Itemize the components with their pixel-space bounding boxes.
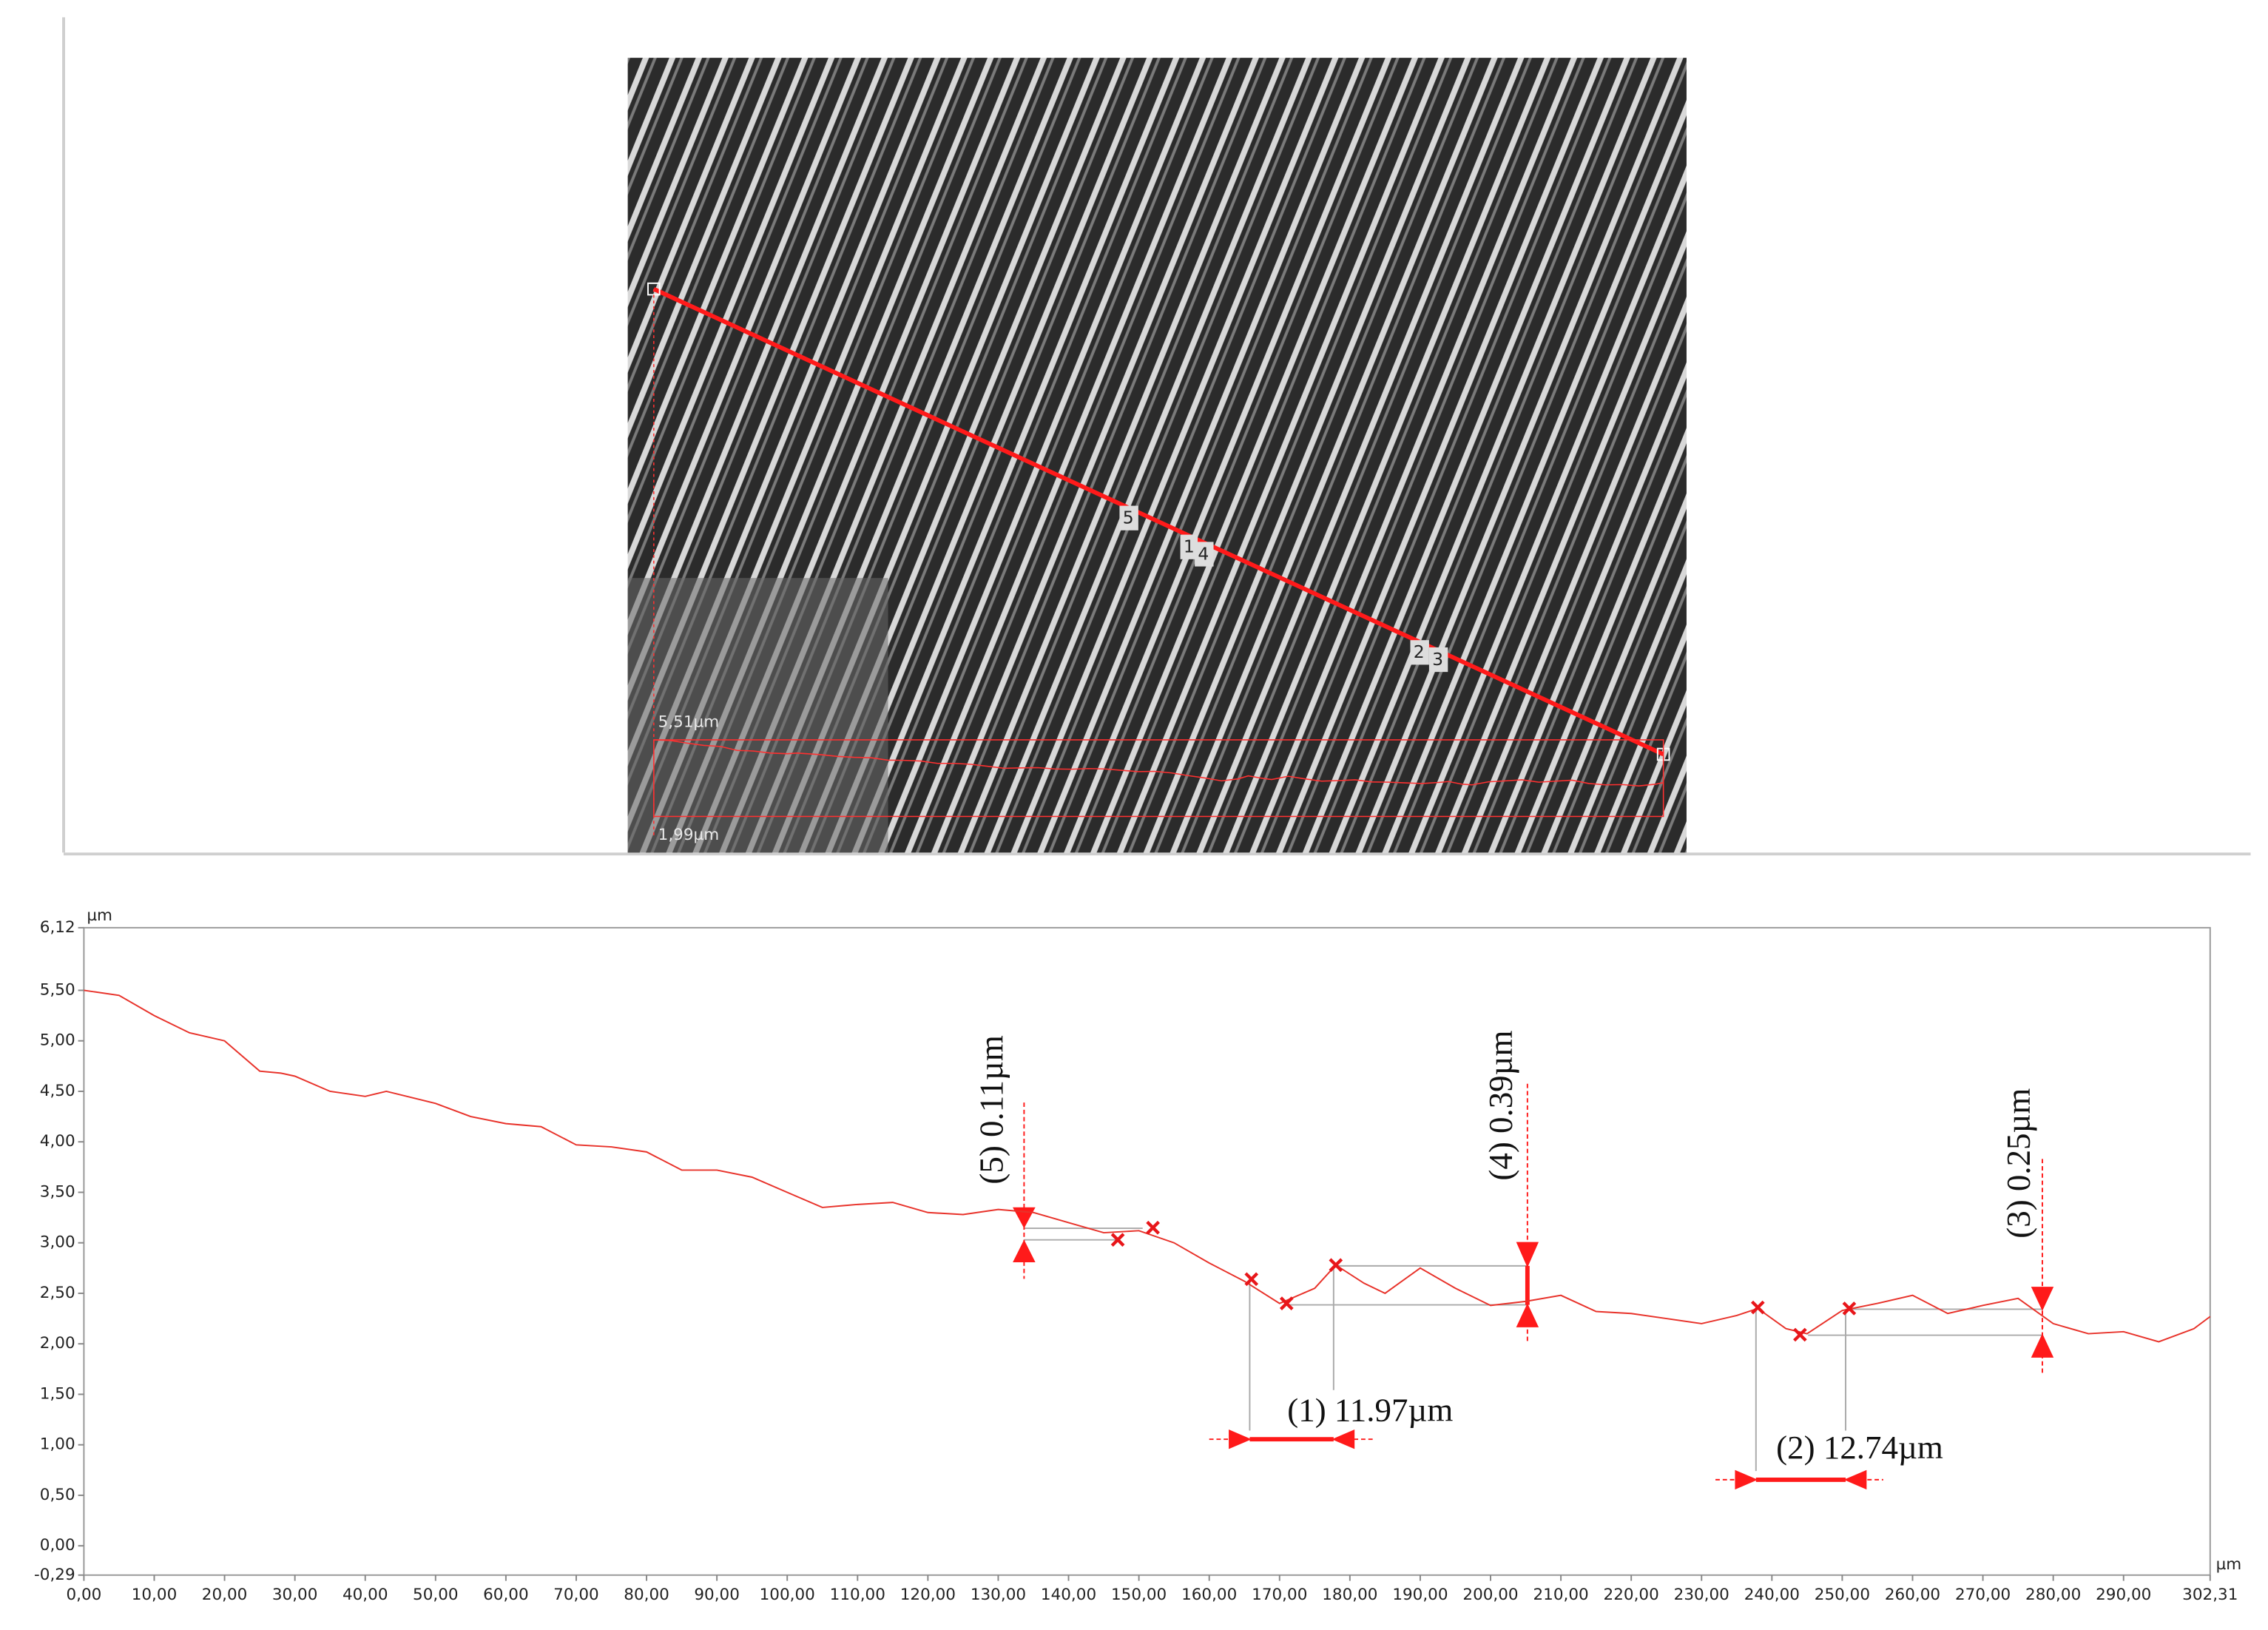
annotation: (3) 0.25µm bbox=[2000, 1088, 2037, 1239]
x-tick-label: 220,00 bbox=[1604, 1586, 1659, 1604]
x-tick-label: 110,00 bbox=[830, 1586, 885, 1604]
annotation: (4) 0.39µm bbox=[1482, 1031, 1519, 1181]
marker: 2 bbox=[1414, 641, 1425, 662]
marker: 5 bbox=[1123, 508, 1134, 528]
x-tick-label: 30,00 bbox=[272, 1586, 318, 1604]
y-unit: µm bbox=[87, 906, 112, 925]
marker: 3 bbox=[1432, 649, 1443, 670]
marker-box bbox=[1180, 534, 1198, 559]
micrograph-shade bbox=[627, 578, 888, 853]
y-tick-label: -0,29 bbox=[34, 1566, 75, 1584]
x-tick-label: 130,00 bbox=[971, 1586, 1026, 1604]
y-tick-label: 5,00 bbox=[40, 1031, 75, 1050]
x-tick-label: 90,00 bbox=[694, 1586, 740, 1604]
x-tick-label: 40,00 bbox=[342, 1586, 388, 1604]
point-marker bbox=[1793, 1327, 1807, 1342]
marker: 4 bbox=[1198, 543, 1209, 564]
x-tick-label: 70,00 bbox=[553, 1586, 599, 1604]
point-marker bbox=[1146, 1220, 1160, 1235]
annotation: (5) 0.11µm bbox=[973, 1035, 1010, 1184]
x-tick-label: 50,00 bbox=[413, 1586, 459, 1604]
mini-min: 1,99µm bbox=[658, 826, 719, 844]
x-tick-label: 0,00 bbox=[66, 1586, 101, 1604]
y-tick-label: 4,50 bbox=[40, 1082, 75, 1100]
profile-path bbox=[652, 286, 1664, 757]
x-tick-label: 150,00 bbox=[1111, 1586, 1167, 1604]
y-tick-label: 2,50 bbox=[40, 1284, 75, 1302]
x-tick-label: 240,00 bbox=[1744, 1586, 1800, 1604]
y-tick-label: 4,00 bbox=[40, 1132, 75, 1151]
marker: 1 bbox=[1184, 536, 1195, 557]
x-tick-label: 140,00 bbox=[1041, 1586, 1096, 1604]
y-tick-label: 3,50 bbox=[40, 1182, 75, 1201]
x-tick-label: 280,00 bbox=[2025, 1586, 2081, 1604]
mini-max: 5,51µm bbox=[658, 713, 719, 732]
measure-arrows bbox=[1013, 1083, 2054, 1490]
y-tick-label: 0,00 bbox=[40, 1536, 75, 1555]
y-tick-label: 5,50 bbox=[40, 980, 75, 999]
y-tick-label: 0,50 bbox=[40, 1486, 75, 1504]
mini-frame bbox=[653, 739, 1664, 818]
x-tick-label: 200,00 bbox=[1462, 1586, 1518, 1604]
annotation: (2) 12.74µm bbox=[1776, 1429, 1943, 1466]
x-tick-label: 302,31 bbox=[2182, 1586, 2238, 1604]
x-tick-label: 20,00 bbox=[202, 1586, 248, 1604]
x-tick-label: 270,00 bbox=[1955, 1586, 2011, 1604]
annotation: (1) 11.97µm bbox=[1287, 1391, 1453, 1428]
point-marker bbox=[1279, 1296, 1294, 1310]
x-tick-label: 210,00 bbox=[1533, 1586, 1588, 1604]
measure-guides bbox=[1024, 1227, 2042, 1472]
x-tick-label: 180,00 bbox=[1322, 1586, 1377, 1604]
x-tick-label: 190,00 bbox=[1392, 1586, 1448, 1604]
y-tick-label: 1,00 bbox=[40, 1435, 75, 1454]
marker-box bbox=[1195, 542, 1214, 567]
profile-line bbox=[84, 989, 2211, 1343]
x-tick-label: 60,00 bbox=[483, 1586, 529, 1604]
x-tick-label: 160,00 bbox=[1181, 1586, 1237, 1604]
plot-frame bbox=[83, 926, 2211, 1576]
point-marker bbox=[1842, 1301, 1857, 1316]
x-tick-label: 230,00 bbox=[1674, 1586, 1729, 1604]
y-tick-label: 6,12 bbox=[40, 918, 75, 937]
x-tick-label: 250,00 bbox=[1815, 1586, 1870, 1604]
y-tick-label: 2,00 bbox=[40, 1334, 75, 1353]
marker-box bbox=[1119, 505, 1138, 531]
point-marker bbox=[1110, 1233, 1125, 1247]
x-unit: µm bbox=[2216, 1555, 2242, 1574]
point-marker bbox=[1750, 1300, 1765, 1315]
marker-box bbox=[1410, 640, 1429, 665]
point-marker bbox=[1329, 1258, 1343, 1273]
x-tick-label: 290,00 bbox=[2096, 1586, 2151, 1604]
x-tick-label: 260,00 bbox=[1885, 1586, 1940, 1604]
y-tick-label: 1,50 bbox=[40, 1384, 75, 1403]
marker-box bbox=[1428, 647, 1448, 673]
x-tick-label: 80,00 bbox=[624, 1586, 669, 1604]
point-marker bbox=[1244, 1272, 1259, 1287]
mini-profile bbox=[653, 739, 1664, 787]
x-tick-label: 120,00 bbox=[900, 1586, 956, 1604]
x-tick-label: 100,00 bbox=[760, 1586, 815, 1604]
y-tick-label: 3,00 bbox=[40, 1233, 75, 1252]
x-tick-label: 170,00 bbox=[1252, 1586, 1307, 1604]
x-tick-label: 10,00 bbox=[132, 1586, 178, 1604]
